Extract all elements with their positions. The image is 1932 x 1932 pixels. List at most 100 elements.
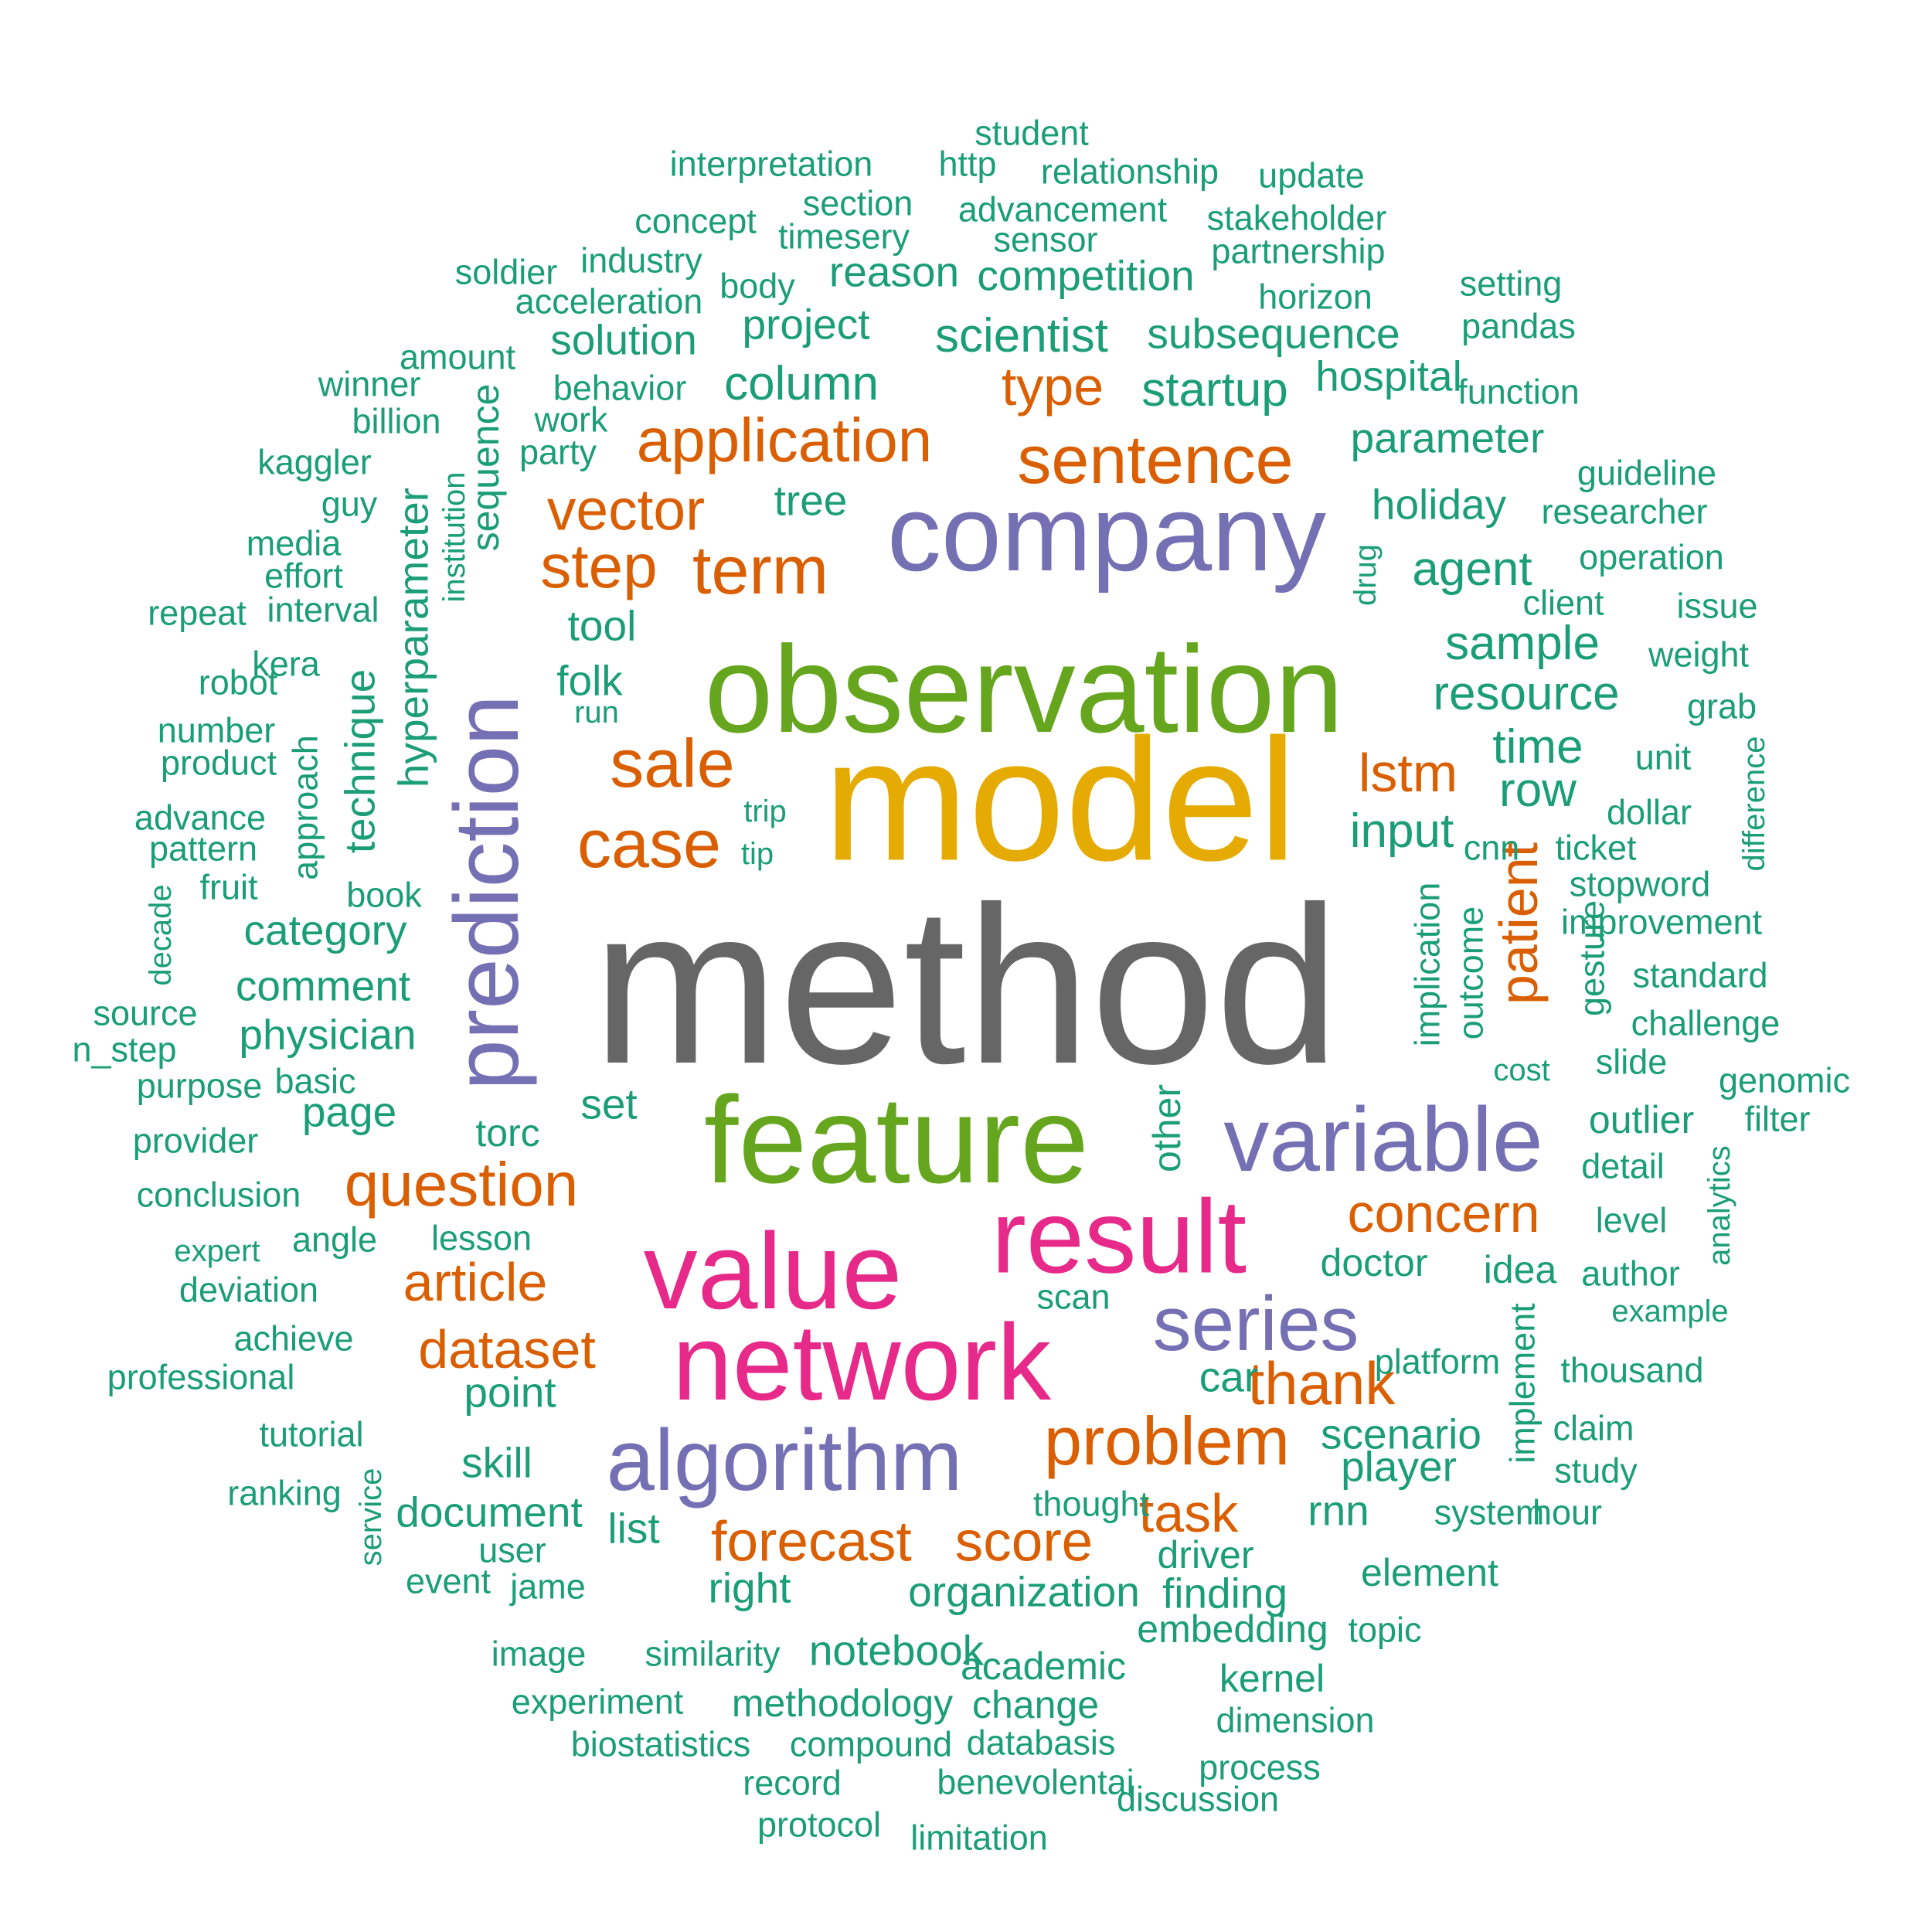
word-similarity: similarity — [645, 1634, 781, 1674]
word-implement: implement — [1502, 1303, 1543, 1464]
word-deviation: deviation — [179, 1270, 319, 1310]
word-study: study — [1554, 1451, 1638, 1491]
word-jame: jame — [510, 1566, 586, 1607]
word-platform: platform — [1374, 1342, 1501, 1382]
word-improvement: improvement — [1560, 902, 1763, 942]
word-researcher: researcher — [1541, 492, 1708, 532]
word-approach: approach — [285, 735, 325, 880]
word-startup: startup — [1141, 363, 1288, 417]
word-angle: angle — [291, 1219, 378, 1260]
word-sentence: sentence — [1017, 421, 1294, 498]
word-idea: idea — [1483, 1248, 1557, 1291]
word-value: value — [643, 1210, 903, 1332]
word-difference: difference — [1737, 736, 1771, 872]
word-run: run — [574, 696, 619, 730]
word-term: term — [692, 532, 828, 608]
word-scenario: scenario — [1321, 1410, 1481, 1458]
word-trip: trip — [743, 794, 787, 828]
word-torc: torc — [475, 1111, 540, 1155]
word-biostatistics: biostatistics — [570, 1724, 751, 1764]
word-body: body — [719, 266, 795, 306]
word-interval: interval — [267, 590, 379, 630]
word-sale: sale — [610, 725, 735, 801]
word-limitation: limitation — [910, 1818, 1048, 1858]
word-achieve: achieve — [233, 1318, 354, 1359]
word-decade: decade — [144, 884, 178, 986]
word-outcome: outcome — [1451, 906, 1491, 1040]
word-tool: tool — [567, 601, 637, 650]
word-stakeholder: stakeholder — [1206, 198, 1387, 238]
word-score: score — [954, 1510, 1094, 1573]
word-experiment: experiment — [511, 1682, 684, 1722]
word-hour: hour — [1532, 1492, 1603, 1532]
word-result: result — [991, 1178, 1247, 1295]
word-setting: setting — [1459, 264, 1563, 304]
word-academic: academic — [961, 1645, 1126, 1688]
word-soldier: soldier — [454, 252, 558, 292]
word-conclusion: conclusion — [136, 1175, 301, 1215]
word-point: point — [464, 1368, 556, 1417]
word-analytics: analytics — [1702, 1145, 1736, 1266]
word-expert: expert — [174, 1234, 260, 1268]
word-algorithm: algorithm — [606, 1412, 963, 1509]
word-hyperparameter: hyperparameter — [389, 487, 437, 788]
word-timesery: timesery — [777, 216, 910, 257]
word-technique: technique — [335, 668, 384, 854]
word-input: input — [1349, 804, 1454, 858]
word-concern: concern — [1347, 1183, 1540, 1243]
word-agent: agent — [1412, 543, 1532, 596]
word-ticket: ticket — [1555, 828, 1637, 868]
word-vector: vector — [546, 477, 706, 543]
word-advance: advance — [134, 798, 267, 838]
word-task: task — [1138, 1483, 1239, 1543]
word-update: update — [1258, 155, 1365, 196]
word-student: student — [975, 113, 1089, 153]
word-product: product — [160, 743, 277, 783]
word-work: work — [534, 400, 608, 440]
word-notebook: notebook — [808, 1626, 985, 1675]
word-weight: weight — [1648, 634, 1750, 675]
word-thousand: thousand — [1560, 1350, 1704, 1390]
word-change: change — [971, 1683, 1100, 1726]
word-record: record — [743, 1763, 842, 1803]
word-problem: problem — [1044, 1403, 1290, 1479]
word-row: row — [1499, 764, 1577, 817]
word-network: network — [672, 1301, 1052, 1423]
word-ranking: ranking — [227, 1473, 342, 1513]
word-client: client — [1522, 583, 1604, 623]
word-databasis: databasis — [966, 1723, 1116, 1763]
word-stopword: stopword — [1569, 864, 1711, 904]
word-dimension: dimension — [1216, 1700, 1375, 1740]
word-fruit: fruit — [199, 867, 258, 907]
word-column: column — [724, 357, 879, 410]
word-cost: cost — [1493, 1053, 1550, 1087]
word-sample: sample — [1445, 617, 1600, 670]
word-methodology: methodology — [731, 1682, 954, 1725]
word-robot: robot — [198, 662, 278, 702]
word-method: method — [592, 860, 1340, 1111]
word-lesson: lesson — [430, 1218, 532, 1258]
word-slide: slide — [1595, 1042, 1668, 1082]
word-function: function — [1458, 372, 1580, 412]
word-model: model — [823, 702, 1298, 897]
word-sensor: sensor — [993, 219, 1098, 260]
word-organization: organization — [908, 1567, 1140, 1616]
word-author: author — [1581, 1253, 1680, 1294]
word-gesture: gesture — [1572, 900, 1612, 1017]
word-question: question — [344, 1150, 579, 1219]
word-image: image — [491, 1634, 587, 1674]
word-source: source — [93, 993, 198, 1033]
word-concept: concept — [634, 201, 757, 241]
word-winner: winner — [318, 364, 421, 404]
word-grab: grab — [1686, 686, 1757, 726]
word-detail: detail — [1581, 1146, 1665, 1186]
word-player: player — [1341, 1442, 1457, 1491]
word-interpretation: interpretation — [669, 144, 873, 184]
word-resource: resource — [1433, 667, 1620, 720]
word-outlier: outlier — [1588, 1098, 1695, 1141]
word-advancement: advancement — [957, 189, 1168, 230]
word-list: list — [607, 1504, 660, 1553]
word-party: party — [519, 432, 597, 472]
word-rnn: rnn — [1308, 1486, 1369, 1535]
